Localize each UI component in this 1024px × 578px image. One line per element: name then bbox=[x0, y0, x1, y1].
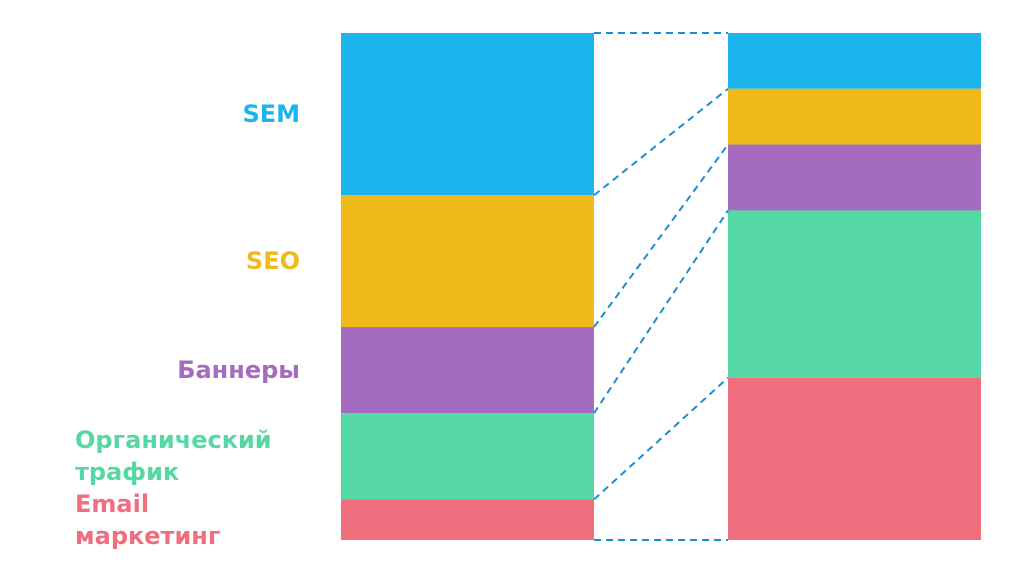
legend-label: Email маркетинг bbox=[40, 488, 300, 552]
bar-segment bbox=[728, 210, 981, 378]
bar-segment bbox=[728, 144, 981, 211]
bar-segment bbox=[341, 327, 594, 414]
connector bbox=[593, 87, 729, 197]
bar-segment bbox=[341, 499, 594, 540]
connector bbox=[593, 377, 729, 501]
legend-label: SEM bbox=[40, 98, 300, 130]
connector bbox=[593, 209, 729, 414]
connector bbox=[593, 143, 729, 328]
bar-segment bbox=[341, 195, 594, 328]
legend-text: Баннеры bbox=[177, 356, 300, 385]
bar-segment bbox=[341, 413, 594, 500]
legend-label: Баннеры bbox=[40, 354, 300, 386]
bar-segment bbox=[728, 88, 981, 145]
legend-text: Email маркетинг bbox=[75, 489, 221, 550]
bar-segment bbox=[728, 377, 981, 540]
legend-text: SEM bbox=[242, 100, 300, 129]
legend-text: Органический трафик bbox=[75, 426, 272, 487]
bar-segment bbox=[728, 33, 981, 89]
legend-text: SEO bbox=[245, 247, 300, 276]
legend-label: SEO bbox=[40, 245, 300, 277]
bar-segment bbox=[341, 33, 594, 196]
legend-label: Органический трафик bbox=[40, 424, 300, 488]
